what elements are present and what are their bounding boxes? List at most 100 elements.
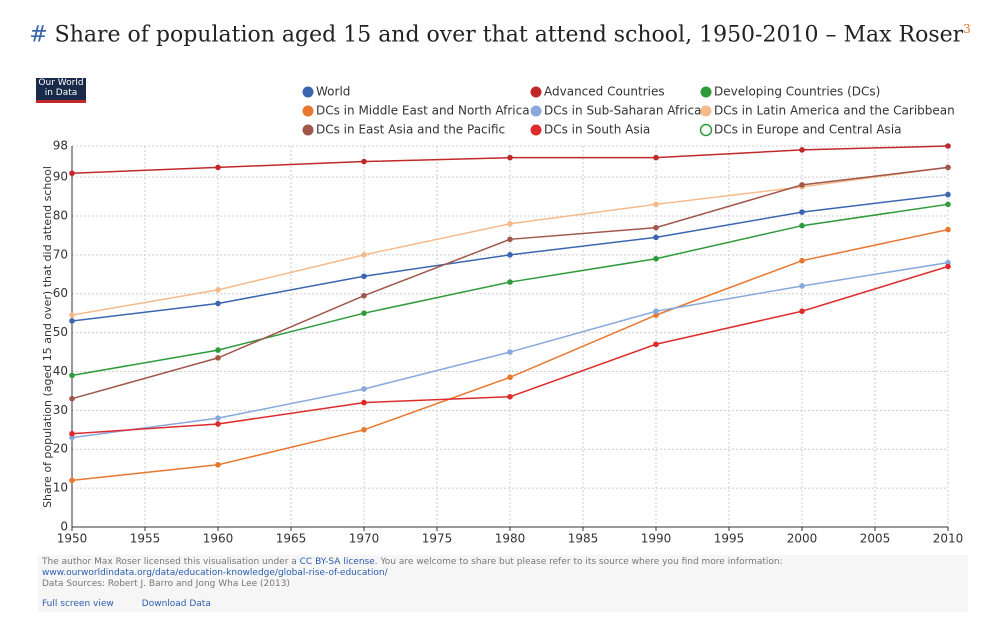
legend-marker xyxy=(530,86,542,98)
point xyxy=(361,386,367,392)
point xyxy=(215,355,221,361)
point xyxy=(69,170,75,177)
x-tick-label: 1965 xyxy=(276,532,307,546)
x-tick-label: 2010 xyxy=(933,532,964,546)
x-tick-label: 1960 xyxy=(203,532,234,546)
x-tick-label: 1975 xyxy=(422,532,453,546)
x-tick-label: 1955 xyxy=(130,532,161,546)
point xyxy=(215,415,221,421)
point xyxy=(361,252,367,258)
links: Full screen view Download Data xyxy=(42,599,239,609)
x-tick-label: 1950 xyxy=(57,532,88,546)
point xyxy=(799,257,805,264)
x-tick-label: 1980 xyxy=(495,532,526,546)
y-tick-label: 98 xyxy=(53,139,68,153)
point xyxy=(945,263,951,270)
legend-marker xyxy=(302,124,314,136)
point xyxy=(799,182,805,188)
point xyxy=(215,164,221,171)
legend-label: World xyxy=(316,85,350,99)
point xyxy=(69,312,75,318)
legend-label: DCs in Middle East and North Africa xyxy=(316,104,530,118)
point xyxy=(653,234,659,241)
source-link[interactable]: www.ourworldindata.org/data/education-kn… xyxy=(42,568,388,578)
point xyxy=(69,430,75,437)
point xyxy=(653,154,659,161)
point xyxy=(507,349,513,355)
y-tick-label: 20 xyxy=(53,442,68,456)
footer-text: The author Max Roser licensed this visua… xyxy=(42,557,300,567)
point xyxy=(507,374,513,381)
x-tick-label: 2000 xyxy=(787,532,818,546)
y-tick-label: 80 xyxy=(53,208,68,222)
point xyxy=(507,154,513,161)
point xyxy=(653,224,659,231)
legend-marker xyxy=(700,86,712,98)
y-axis-label: Share of population (aged 15 and over) t… xyxy=(41,166,54,508)
legend-label: DCs in Europe and Central Asia xyxy=(714,123,902,137)
point xyxy=(507,220,513,227)
point xyxy=(361,427,367,433)
x-tick-label: 1990 xyxy=(641,532,672,546)
point xyxy=(361,399,367,406)
point xyxy=(361,273,367,280)
legend-marker xyxy=(530,105,542,117)
sources: Data Sources: Robert J. Barro and Jong W… xyxy=(42,579,290,589)
hash: # xyxy=(29,22,48,48)
logo[interactable]: Our World in Data xyxy=(36,78,86,103)
legend-marker xyxy=(700,105,712,117)
y-tick-label: 40 xyxy=(53,364,68,378)
footnote: 3 xyxy=(963,22,971,36)
point xyxy=(361,292,367,299)
point xyxy=(945,164,951,171)
y-tick-label: 90 xyxy=(53,170,68,184)
point xyxy=(945,143,951,149)
point xyxy=(799,147,805,153)
x-tick-label: 1970 xyxy=(349,532,380,546)
point xyxy=(69,395,75,402)
point xyxy=(945,201,951,208)
point xyxy=(653,308,659,315)
point xyxy=(69,318,75,324)
point xyxy=(69,372,75,379)
point xyxy=(945,191,951,198)
point xyxy=(215,347,221,353)
logo-line: in Data xyxy=(44,88,78,98)
point xyxy=(653,312,659,318)
download-link[interactable]: Download Data xyxy=(141,599,211,609)
point xyxy=(653,201,659,208)
point xyxy=(799,209,805,215)
point xyxy=(215,421,221,427)
point xyxy=(945,226,951,233)
x-tick-label: 1995 xyxy=(714,532,745,546)
legend-label: Advanced Countries xyxy=(544,85,665,99)
fullscreen-link[interactable]: Full screen view xyxy=(42,599,114,609)
point xyxy=(945,259,951,266)
point xyxy=(69,434,75,441)
x-tick-label: 1985 xyxy=(568,532,599,546)
legend-marker xyxy=(302,86,314,98)
y-tick-label: 0 xyxy=(60,520,68,534)
point xyxy=(69,477,75,484)
legend-label: DCs in South Asia xyxy=(544,123,650,137)
point xyxy=(361,158,367,165)
legend-marker xyxy=(530,124,542,136)
legend-marker xyxy=(699,123,713,137)
y-tick-label: 30 xyxy=(53,403,68,417)
point xyxy=(215,461,221,468)
license-link[interactable]: CC BY-SA license xyxy=(299,557,375,567)
point xyxy=(507,279,513,285)
legend-label: DCs in Latin America and the Caribbean xyxy=(714,104,955,118)
y-tick-label: 70 xyxy=(53,247,68,261)
point xyxy=(215,300,221,307)
point xyxy=(507,236,513,243)
x-tick-label: 2005 xyxy=(860,532,891,546)
point xyxy=(799,308,805,315)
point xyxy=(653,255,659,262)
point xyxy=(507,252,513,258)
legend-label: DCs in East Asia and the Pacific xyxy=(316,123,505,137)
footer: The author Max Roser licensed this visua… xyxy=(38,555,968,612)
title: # Share of population aged 15 and over t… xyxy=(0,22,1000,47)
